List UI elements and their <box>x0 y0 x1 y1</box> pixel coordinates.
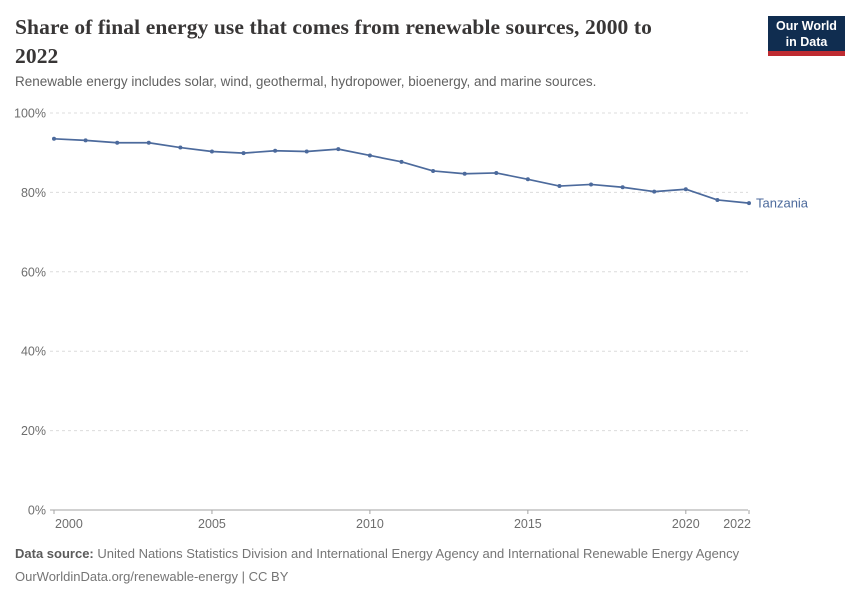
series-line-tanzania <box>53 137 750 204</box>
data-point-2005 <box>209 149 214 154</box>
data-point-2021 <box>715 197 720 202</box>
x-tick-label-2015: 2015 <box>514 517 542 531</box>
license-line: OurWorldinData.org/renewable-energy | CC… <box>15 569 289 584</box>
x-tick-label-2022: 2022 <box>723 517 751 531</box>
data-point-2019 <box>652 189 657 194</box>
x-tick-label-2005: 2005 <box>198 517 226 531</box>
owid-logo-line-1: Our World <box>776 19 837 33</box>
y-tick-label-0%: 0% <box>28 504 46 518</box>
data-point-2002 <box>115 140 120 145</box>
x-tick-label-2000: 2000 <box>55 517 83 531</box>
data-point-2007 <box>273 148 278 153</box>
x-tick-label-2020: 2020 <box>672 517 700 531</box>
data-point-2011 <box>399 159 404 164</box>
y-tick-label-80%: 80% <box>21 186 46 200</box>
data-point-2013 <box>462 171 467 176</box>
y-tick-label-60%: 60% <box>21 265 46 279</box>
data-point-2010 <box>367 153 372 158</box>
data-point-2017 <box>589 182 594 187</box>
data-point-2008 <box>304 149 309 154</box>
owid-logo: Our World in Data <box>768 16 845 56</box>
data-source-line: Data source: United Nations Statistics D… <box>15 546 739 562</box>
data-point-2015 <box>525 177 530 182</box>
data-point-2003 <box>146 140 151 145</box>
page-title: Share of final energy use that comes fro… <box>15 13 652 71</box>
data-point-2004 <box>178 145 183 150</box>
data-source-label: Data source: <box>15 546 94 561</box>
data-point-2000 <box>52 136 56 141</box>
series-label-tanzania: Tanzania <box>756 196 809 211</box>
data-point-2018 <box>620 185 625 190</box>
data-point-2016 <box>557 184 562 189</box>
y-tick-label-20%: 20% <box>21 424 46 438</box>
data-point-2006 <box>241 151 246 156</box>
x-tick-label-2010: 2010 <box>356 517 384 531</box>
chart-subtitle: Renewable energy includes solar, wind, g… <box>15 74 597 89</box>
owid-logo-line-2: in Data <box>785 34 828 49</box>
y-tick-label-100%: 100% <box>14 107 46 121</box>
data-point-2001 <box>83 138 88 143</box>
chart-footer: Data source: United Nations Statistics D… <box>15 546 739 585</box>
page-title-line-2: 2022 <box>15 44 59 68</box>
data-source-text: United Nations Statistics Division and I… <box>97 546 740 561</box>
data-point-2020 <box>683 187 688 192</box>
data-point-2022 <box>747 201 751 206</box>
data-point-2014 <box>494 170 499 175</box>
data-point-2012 <box>431 168 436 173</box>
page-title-line-1: Share of final energy use that comes fro… <box>15 15 652 39</box>
y-tick-label-40%: 40% <box>21 345 46 359</box>
data-point-2009 <box>336 147 341 152</box>
